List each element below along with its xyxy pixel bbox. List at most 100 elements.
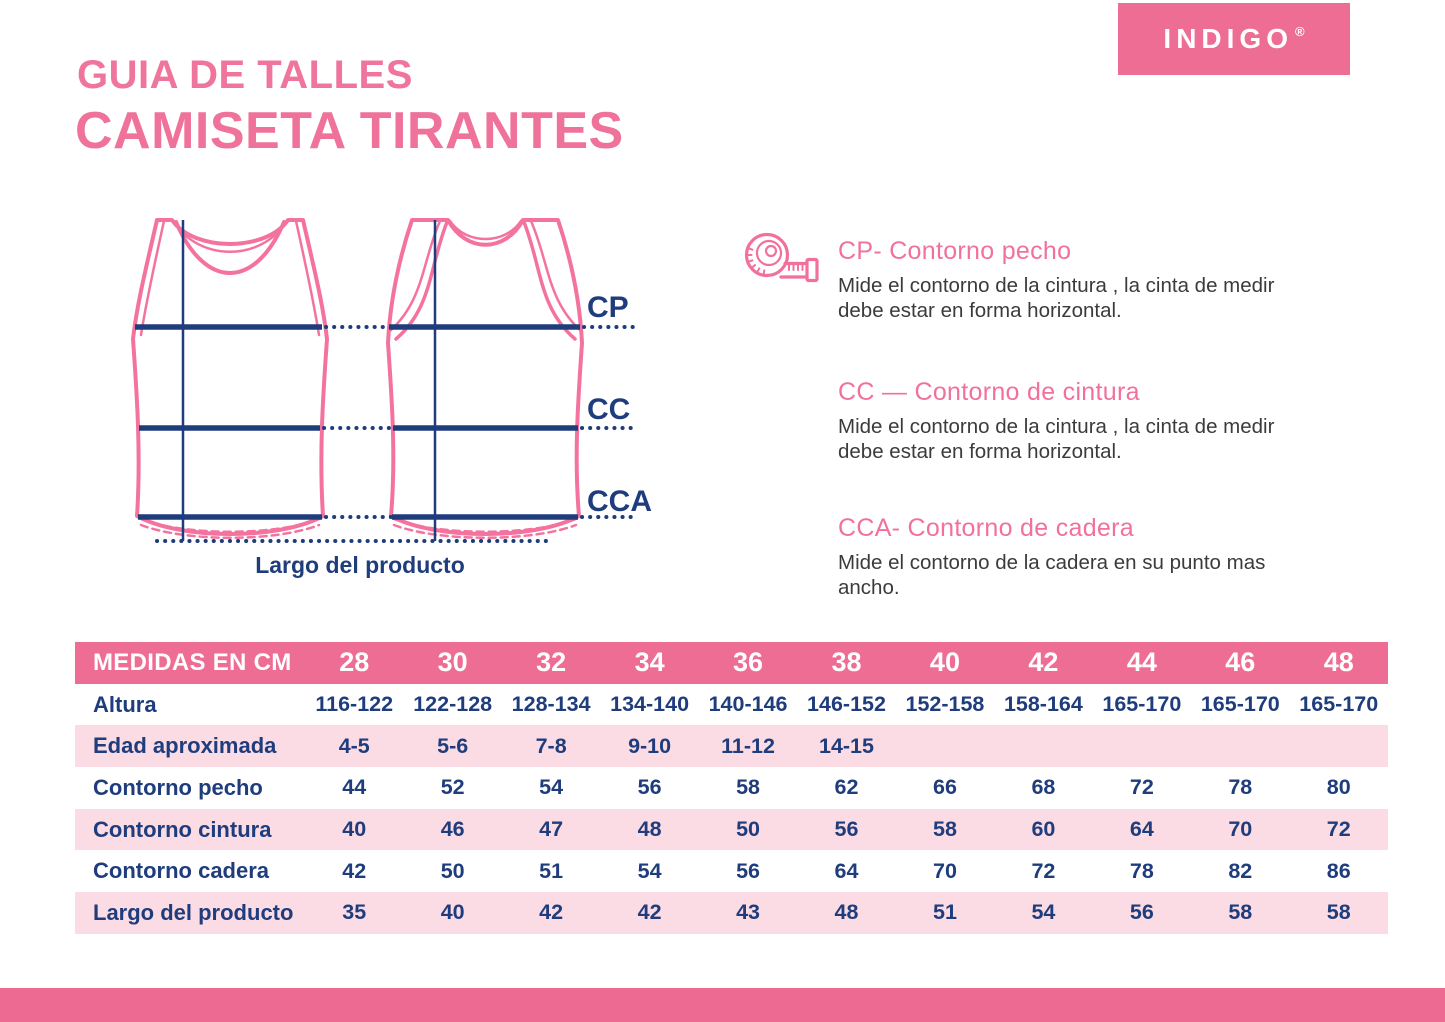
- table-value-cell: 48: [637, 817, 662, 842]
- table-value-cell: 116-122: [315, 692, 394, 717]
- size-table: MEDIDAS EN CM 28 30 32 34 36 38 40 42 44 46 48 Altur…: [75, 642, 1388, 934]
- table-value-cell: 44: [342, 775, 367, 800]
- back-tank-illustration: [386, 218, 584, 539]
- measure-block-cc: CC — Contorno de cintura Mide el contorn…: [838, 377, 1318, 464]
- table-value-cell: 9-10: [628, 733, 672, 758]
- measurement-lines: [135, 220, 638, 543]
- row-label: Contorno cintura: [93, 816, 272, 842]
- back-tank-outline: [386, 218, 584, 536]
- measure-cca-heading: CCA- Contorno de cadera: [838, 514, 1134, 542]
- brand-logo: INDIGO ®: [1118, 3, 1350, 75]
- size-column-header: 44: [1126, 647, 1157, 678]
- table-value-cell: 50: [440, 858, 465, 883]
- table-header-label: MEDIDAS EN CM: [93, 648, 292, 676]
- tape-band-ticks: [788, 263, 804, 271]
- measure-block-cp: CP- Contorno pecho Mide el contorno de l…: [838, 236, 1318, 323]
- table-value-cell: [1093, 725, 1191, 767]
- table-value-cell: 51: [539, 858, 564, 883]
- cca-label: CCA: [587, 485, 652, 518]
- table-value-cell: 42: [342, 858, 367, 883]
- table-value-cell: 54: [539, 775, 564, 800]
- back-armhole-right-inner: [529, 219, 583, 333]
- table-value-cell: 47: [539, 817, 564, 842]
- table-value-cell: 78: [1228, 775, 1253, 800]
- cp-label: CP: [587, 291, 629, 324]
- table-value-cell: [994, 725, 1092, 767]
- table-value-cell: 128-134: [511, 692, 591, 717]
- table-value-cell: [896, 725, 994, 767]
- table-value-cell: 58: [1326, 900, 1351, 925]
- table-value-cell: 158-164: [1003, 692, 1083, 717]
- table-value-cell: 70: [1228, 817, 1253, 842]
- table-value-cell: 72: [1129, 775, 1154, 800]
- table-value-cell: 54: [637, 858, 662, 883]
- measure-cp-body-line2: debe estar en forma horizontal.: [838, 299, 1122, 322]
- size-column-header: 42: [1028, 647, 1059, 678]
- table-value-cell: 70: [932, 858, 957, 883]
- table-value-cell: 40: [440, 900, 465, 925]
- table-value-cell: 43: [736, 900, 760, 925]
- table-row: Contorno cadera 42 50 51 54 56 64 70 72 78 82 86: [75, 850, 1388, 892]
- size-column-header: 36: [733, 647, 764, 678]
- measure-cc-heading: CC — Contorno de cintura: [838, 378, 1140, 406]
- brand-logo-text: INDIGO: [1163, 23, 1293, 54]
- table-value-cell: 62: [834, 775, 859, 800]
- front-hem-stitch-1: [139, 517, 321, 533]
- table-value-cell: 134-140: [610, 692, 690, 717]
- measure-cca-body-line1: Mide el contorno de la cadera en su punt…: [838, 551, 1266, 599]
- table-value-cell: 42: [637, 900, 662, 925]
- front-hem-stitch-2: [139, 523, 321, 539]
- back-neck-band-line: [448, 219, 523, 241]
- row-label: Contorno pecho: [93, 774, 263, 800]
- table-value-cell: 64: [834, 858, 859, 883]
- table-value-cell: 35: [342, 900, 367, 925]
- table-value-cell: 165-170: [1102, 692, 1182, 717]
- table-value-cell: 40: [342, 817, 367, 842]
- table-value-cell: 82: [1228, 858, 1253, 883]
- measure-cp-heading: CP- Contorno pecho: [838, 237, 1072, 265]
- table-value-cell: 58: [932, 817, 957, 842]
- product-length-label: Largo del producto: [255, 552, 465, 578]
- table-row: Contorno pecho 44 52 54 56 58 62 66 68 72 78 80: [75, 767, 1388, 809]
- table-value-cell: 56: [834, 817, 859, 842]
- table-value-cell: 80: [1326, 775, 1351, 800]
- table-value-cell: 66: [932, 775, 957, 800]
- table-value-cell: 56: [637, 775, 662, 800]
- table-value-cell: 140-146: [708, 692, 788, 717]
- table-value-cell: [1191, 725, 1289, 767]
- table-value-cell: 46: [440, 817, 465, 842]
- table-value-cell: 51: [932, 900, 957, 925]
- page-title: CAMISETA TIRANTES: [75, 102, 624, 160]
- measure-block-cca: CCA- Contorno de cadera Mide el contorno…: [838, 513, 1318, 600]
- table-value-cell: 42: [539, 900, 564, 925]
- table-row: Largo del producto 35 40 42 42 43 48 51 54 56 58 58: [75, 892, 1388, 934]
- measure-cc-body-line1: Mide el contorno de la cintura , la cint…: [838, 415, 1275, 438]
- table-value-cell: 48: [834, 900, 859, 925]
- table-value-cell: 50: [736, 817, 760, 842]
- size-column-header: 28: [339, 647, 370, 678]
- size-column-header: 46: [1225, 647, 1256, 678]
- size-column-header: 38: [831, 647, 862, 678]
- bottom-brand-bar: [0, 988, 1445, 1022]
- measure-cc-body-line2: debe estar en forma horizontal.: [838, 440, 1122, 463]
- table-value-cell: 52: [440, 775, 465, 800]
- row-label: Altura: [93, 691, 157, 717]
- size-column-header: 48: [1323, 647, 1354, 678]
- table-value-cell: 5-6: [437, 733, 469, 758]
- cc-label: CC: [587, 393, 630, 426]
- table-header-row: MEDIDAS EN CM 28 30 32 34 36 38 40 42 44 46 48: [75, 642, 1388, 684]
- table-row: Edad aproximada 4-5 5-6 7-8 9-10 11-12 14-15: [75, 725, 1388, 768]
- table-value-cell: 165-170: [1299, 692, 1379, 717]
- table-value-cell: 58: [736, 775, 760, 800]
- size-column-header: 34: [634, 647, 665, 678]
- front-tank-illustration: [131, 218, 329, 539]
- size-column-header: 30: [437, 647, 468, 678]
- back-hem-stitch-2: [392, 523, 578, 539]
- front-neck-seam-line: [174, 220, 286, 275]
- table-value-cell: 72: [1031, 858, 1056, 883]
- front-tank-outline: [131, 218, 329, 536]
- table-row: Contorno cintura 40 46 47 48 50 56 58 60 64 70 72: [75, 808, 1388, 851]
- row-label: Contorno cadera: [93, 858, 270, 884]
- table-value-cell: 165-170: [1200, 692, 1280, 717]
